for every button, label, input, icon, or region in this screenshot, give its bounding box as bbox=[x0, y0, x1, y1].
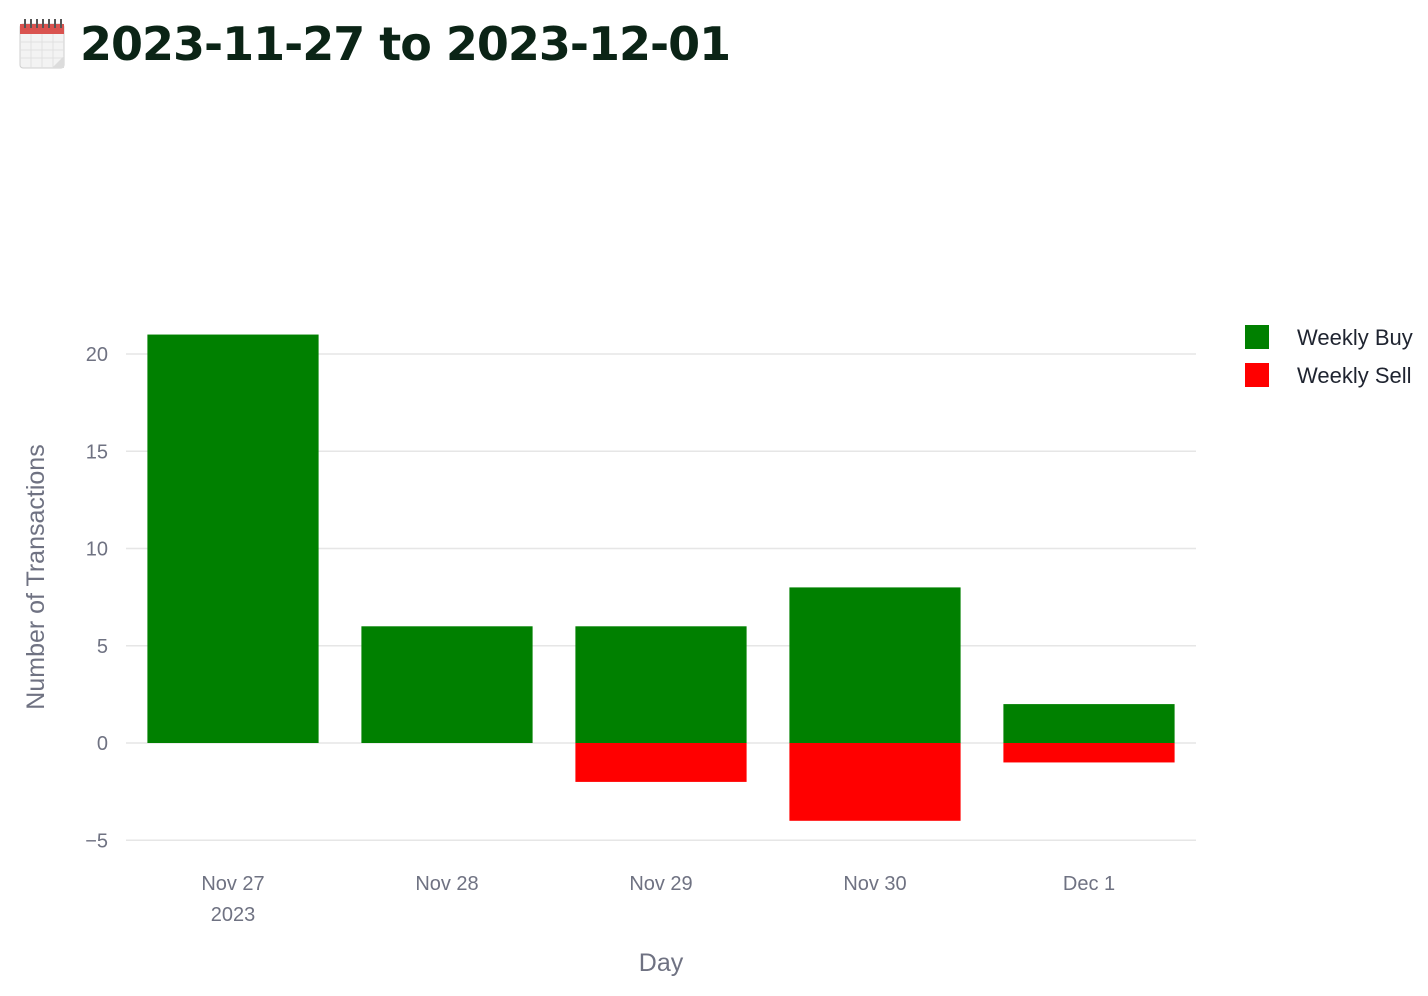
x-axis-title: Day bbox=[639, 949, 684, 977]
page-header: 2023-11-27 to 2023-12-01 bbox=[18, 12, 731, 76]
legend-swatch bbox=[1245, 325, 1269, 349]
y-tick-label: −5 bbox=[85, 830, 108, 852]
bar-weekly-sell[interactable] bbox=[575, 743, 747, 782]
x-tick-label: Nov 28 bbox=[415, 873, 478, 895]
legend-label: Weekly Buy bbox=[1297, 325, 1413, 350]
y-tick-label: 5 bbox=[97, 636, 108, 658]
bar-weekly-buy[interactable] bbox=[361, 626, 533, 743]
y-tick-label: 0 bbox=[97, 733, 108, 755]
bars bbox=[147, 334, 1175, 821]
y-tick-label: 10 bbox=[86, 539, 108, 561]
x-tick-label: Nov 30 bbox=[843, 873, 906, 895]
bar-weekly-sell[interactable] bbox=[789, 743, 961, 821]
x-tick-label: Nov 29 bbox=[629, 873, 692, 895]
bar-weekly-sell[interactable] bbox=[1003, 743, 1175, 763]
legend-label: Weekly Sell bbox=[1297, 363, 1412, 388]
x-tick-sublabel: 2023 bbox=[211, 904, 256, 926]
calendar-icon bbox=[19, 19, 65, 69]
y-axis-ticks: −5 0 5 10 15 20 bbox=[85, 344, 108, 852]
page-title: 2023-11-27 to 2023-12-01 bbox=[80, 17, 731, 71]
legend-swatch bbox=[1245, 363, 1269, 387]
bar-weekly-buy[interactable] bbox=[147, 334, 319, 743]
legend-item[interactable]: Weekly Sell bbox=[1245, 363, 1412, 388]
legend[interactable]: Weekly Buy Weekly Sell bbox=[1245, 325, 1413, 388]
bar-weekly-buy[interactable] bbox=[789, 587, 961, 743]
y-axis-title: Number of Transactions bbox=[22, 444, 50, 709]
bar-weekly-buy[interactable] bbox=[1003, 704, 1175, 743]
legend-item[interactable]: Weekly Buy bbox=[1245, 325, 1413, 350]
y-tick-label: 20 bbox=[86, 344, 108, 366]
x-tick-label: Nov 27 bbox=[201, 873, 264, 895]
y-tick-label: 15 bbox=[86, 441, 108, 463]
x-tick-label: Dec 1 bbox=[1063, 873, 1115, 895]
x-axis-ticks: Nov 27 2023 Nov 28 Nov 29 Nov 30 Dec 1 bbox=[201, 873, 1115, 926]
bar-weekly-buy[interactable] bbox=[575, 626, 747, 743]
